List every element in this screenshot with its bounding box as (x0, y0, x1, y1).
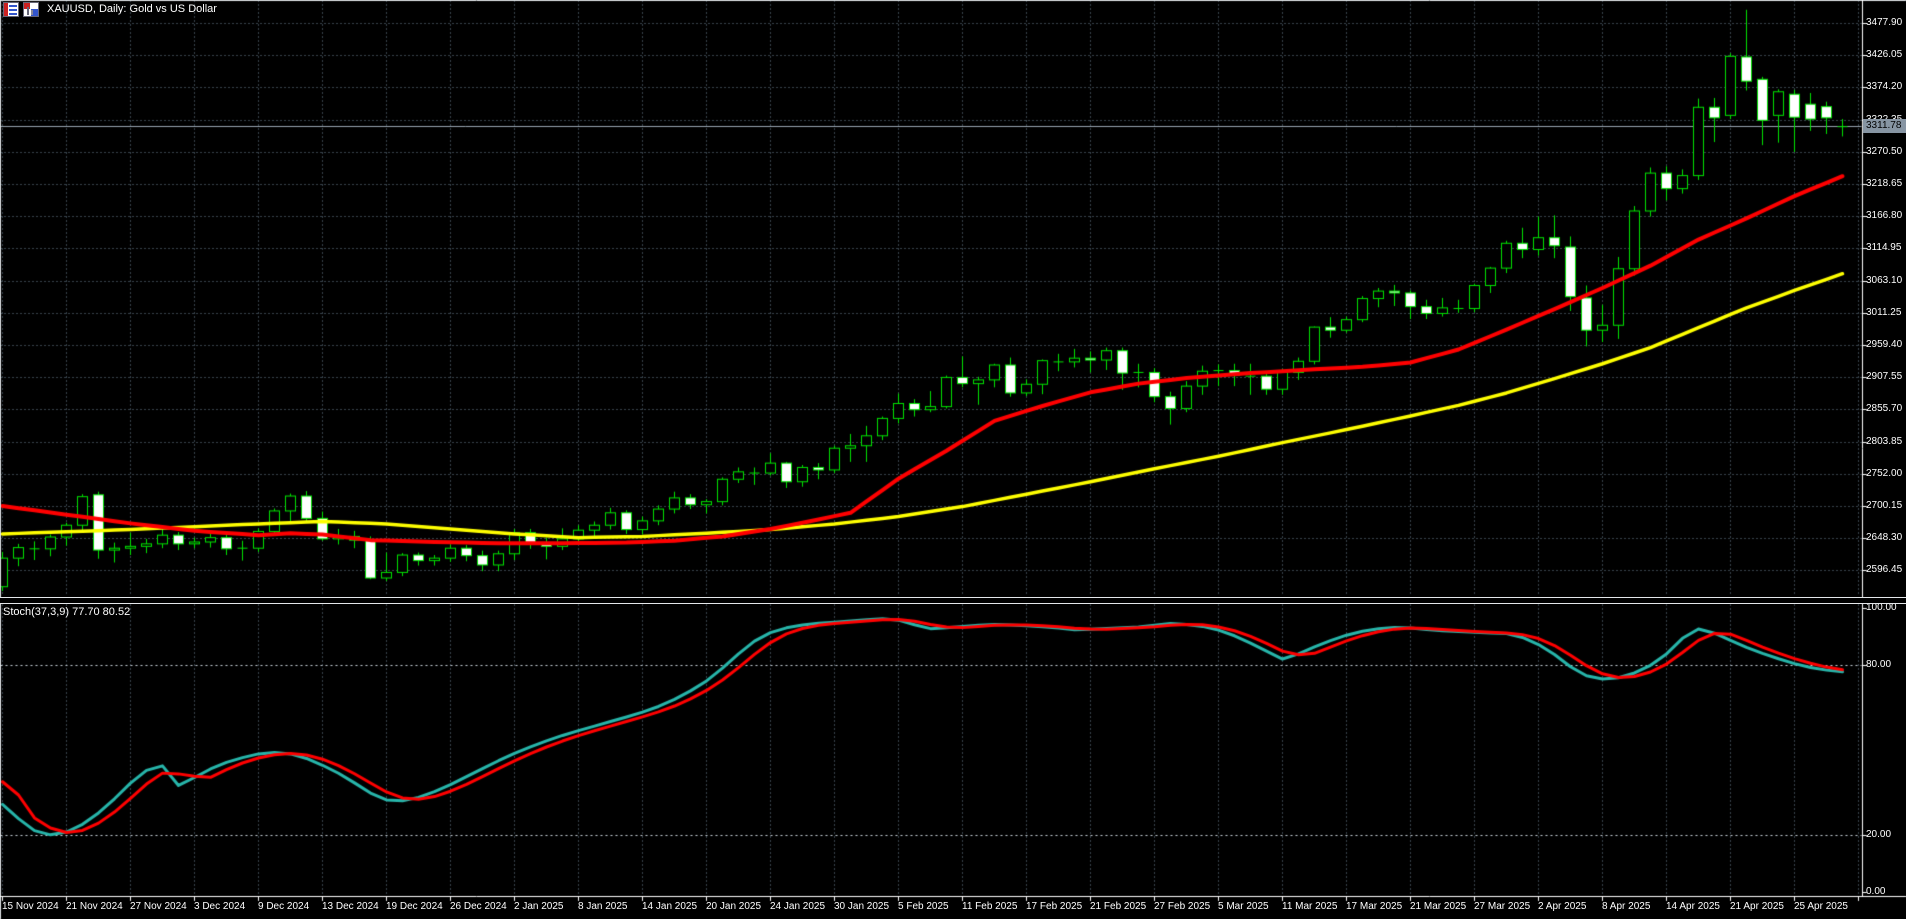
current-price-badge: 3311.78 (1863, 119, 1906, 133)
date-tick-label: 25 Apr 2025 (1794, 901, 1848, 912)
current-price-value: 3311.78 (1866, 120, 1902, 131)
price-tick-label: 3426.05 (1866, 49, 1903, 60)
date-tick-label: 21 Nov 2024 (66, 901, 123, 912)
date-tick-label: 8 Apr 2025 (1602, 901, 1651, 912)
date-tick-label: 19 Dec 2024 (386, 901, 443, 912)
stochastic-label: Stoch(37,3,9) 77.70 80.52 (3, 606, 131, 618)
price-tick-label: 3063.10 (1866, 275, 1903, 286)
date-tick-label: 15 Nov 2024 (2, 901, 59, 912)
price-tick-label: 2700.15 (1866, 500, 1903, 511)
stoch-tick-label: 80.00 (1866, 659, 1892, 670)
bar-chart-icon[interactable] (23, 1, 39, 17)
price-tick-label: 2959.40 (1866, 339, 1903, 350)
date-tick-label: 24 Jan 2025 (770, 901, 826, 912)
price-tick-label: 3114.95 (1866, 242, 1902, 253)
price-tick-label: 3166.80 (1866, 210, 1903, 221)
chart-title: XAUUSD, Daily: Gold vs US Dollar (47, 3, 217, 15)
price-tick-label: 2803.85 (1866, 436, 1903, 447)
price-tick-label: 2648.30 (1866, 532, 1903, 543)
date-tick-label: 2 Apr 2025 (1538, 901, 1587, 912)
price-tick-label: 2752.00 (1866, 468, 1903, 479)
price-tick-label: 3374.20 (1866, 81, 1903, 92)
date-tick-label: 30 Jan 2025 (834, 901, 890, 912)
date-tick-label: 14 Apr 2025 (1666, 901, 1720, 912)
price-tick-label: 2907.55 (1866, 371, 1903, 382)
price-tick-label: 3270.50 (1866, 146, 1903, 157)
date-tick-label: 17 Mar 2025 (1346, 901, 1403, 912)
price-tick-label: 2855.70 (1866, 403, 1903, 414)
date-tick-label: 2 Jan 2025 (514, 901, 564, 912)
price-tick-label: 2596.45 (1866, 564, 1903, 575)
price-tick-label: 3011.25 (1866, 307, 1902, 318)
date-tick-label: 5 Mar 2025 (1218, 901, 1269, 912)
date-tick-label: 14 Jan 2025 (642, 901, 698, 912)
date-tick-label: 13 Dec 2024 (322, 901, 379, 912)
date-tick-label: 21 Feb 2025 (1090, 901, 1147, 912)
price-tick-label: 3218.65 (1866, 178, 1903, 189)
date-tick-label: 21 Apr 2025 (1730, 901, 1784, 912)
indicator-list-icon[interactable] (3, 1, 19, 17)
stoch-tick-label: 0.00 (1866, 886, 1886, 897)
date-tick-label: 20 Jan 2025 (706, 901, 762, 912)
date-tick-label: 3 Dec 2024 (194, 901, 246, 912)
chart-title-bar: XAUUSD, Daily: Gold vs US Dollar (3, 1, 217, 17)
date-tick-label: 8 Jan 2025 (578, 901, 628, 912)
date-tick-label: 27 Mar 2025 (1474, 901, 1531, 912)
date-tick-label: 9 Dec 2024 (258, 901, 310, 912)
price-tick-label: 3477.90 (1866, 17, 1903, 28)
date-tick-label: 11 Feb 2025 (962, 901, 1018, 912)
date-tick-label: 21 Mar 2025 (1410, 901, 1467, 912)
stoch-tick-label: 100.00 (1866, 602, 1897, 613)
date-tick-label: 17 Feb 2025 (1026, 901, 1083, 912)
date-tick-label: 27 Feb 2025 (1154, 901, 1211, 912)
stoch-tick-label: 20.00 (1866, 829, 1892, 840)
date-tick-label: 5 Feb 2025 (898, 901, 949, 912)
date-tick-label: 26 Dec 2024 (450, 901, 507, 912)
date-tick-label: 27 Nov 2024 (130, 901, 187, 912)
panel-divider[interactable] (0, 597, 1906, 604)
date-tick-label: 11 Mar 2025 (1282, 901, 1338, 912)
